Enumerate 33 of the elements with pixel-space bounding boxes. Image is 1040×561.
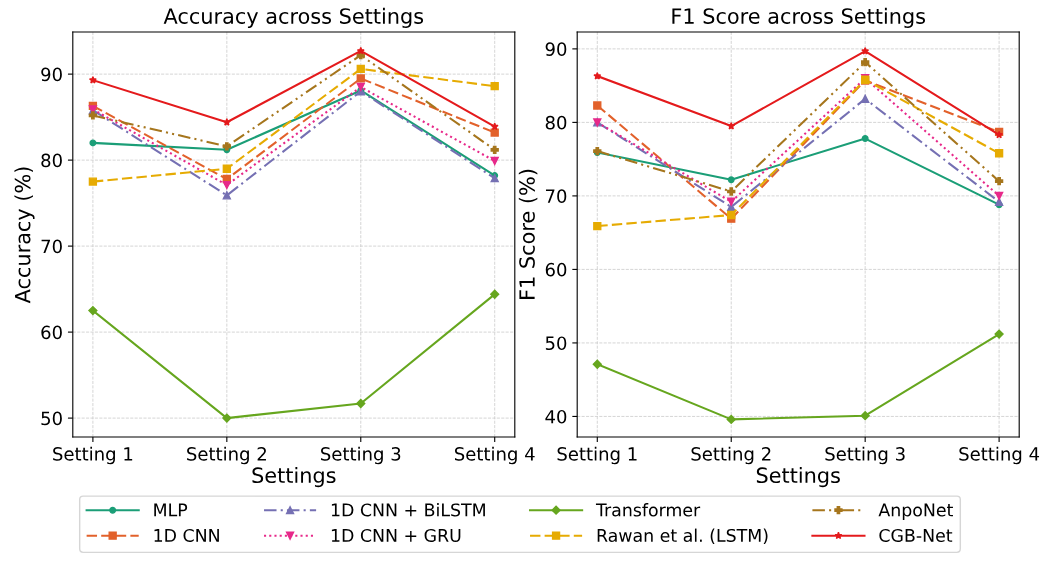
legend-label: CGB-Net	[879, 528, 953, 543]
x-tick-label: Setting 1	[557, 446, 637, 465]
y-tick-label: 80	[41, 153, 62, 168]
legend-label: 1D CNN + BiLSTM	[331, 503, 485, 517]
legend-label: Rawan et al. (LSTM)	[597, 528, 768, 545]
x-tick-label: Setting 3	[825, 446, 905, 465]
y-axis-title: Accuracy (%)	[14, 167, 35, 304]
y-tick-label: 90	[545, 42, 567, 56]
legend-label: 1D CNN	[154, 528, 219, 543]
y-tick-label: 40	[545, 409, 567, 424]
y-axis-title: F1 Score (%)	[518, 169, 538, 299]
y-tick-label: 60	[41, 325, 62, 340]
y-tick-label: 70	[545, 189, 567, 204]
x-axis-title: Settings	[252, 466, 336, 488]
legend-label: Transformer	[595, 503, 701, 517]
x-tick-label: Setting 1	[53, 446, 133, 465]
chart-title: Accuracy across Settings	[163, 7, 424, 28]
x-axis-title: Settings	[756, 466, 840, 488]
legend-label: MLP	[154, 503, 188, 517]
x-tick-label: Setting 2	[187, 446, 266, 465]
x-tick-label: Setting 4	[959, 446, 1040, 465]
legend-label: 1D CNN + GRU	[331, 528, 461, 543]
y-tick-label: 50	[41, 411, 62, 426]
y-tick-label: 90	[41, 67, 62, 82]
x-tick-label: Setting 3	[321, 446, 401, 465]
x-tick-label: Setting 4	[454, 446, 535, 465]
y-tick-label: 70	[41, 239, 62, 254]
x-tick-label: Setting 2	[691, 446, 771, 465]
y-tick-label: 50	[545, 336, 567, 351]
legend-label: AnpoNet	[878, 503, 953, 520]
chart-title: F1 Score across Settings	[672, 7, 926, 28]
y-tick-label: 80	[545, 115, 567, 130]
y-tick-label: 60	[545, 262, 567, 277]
